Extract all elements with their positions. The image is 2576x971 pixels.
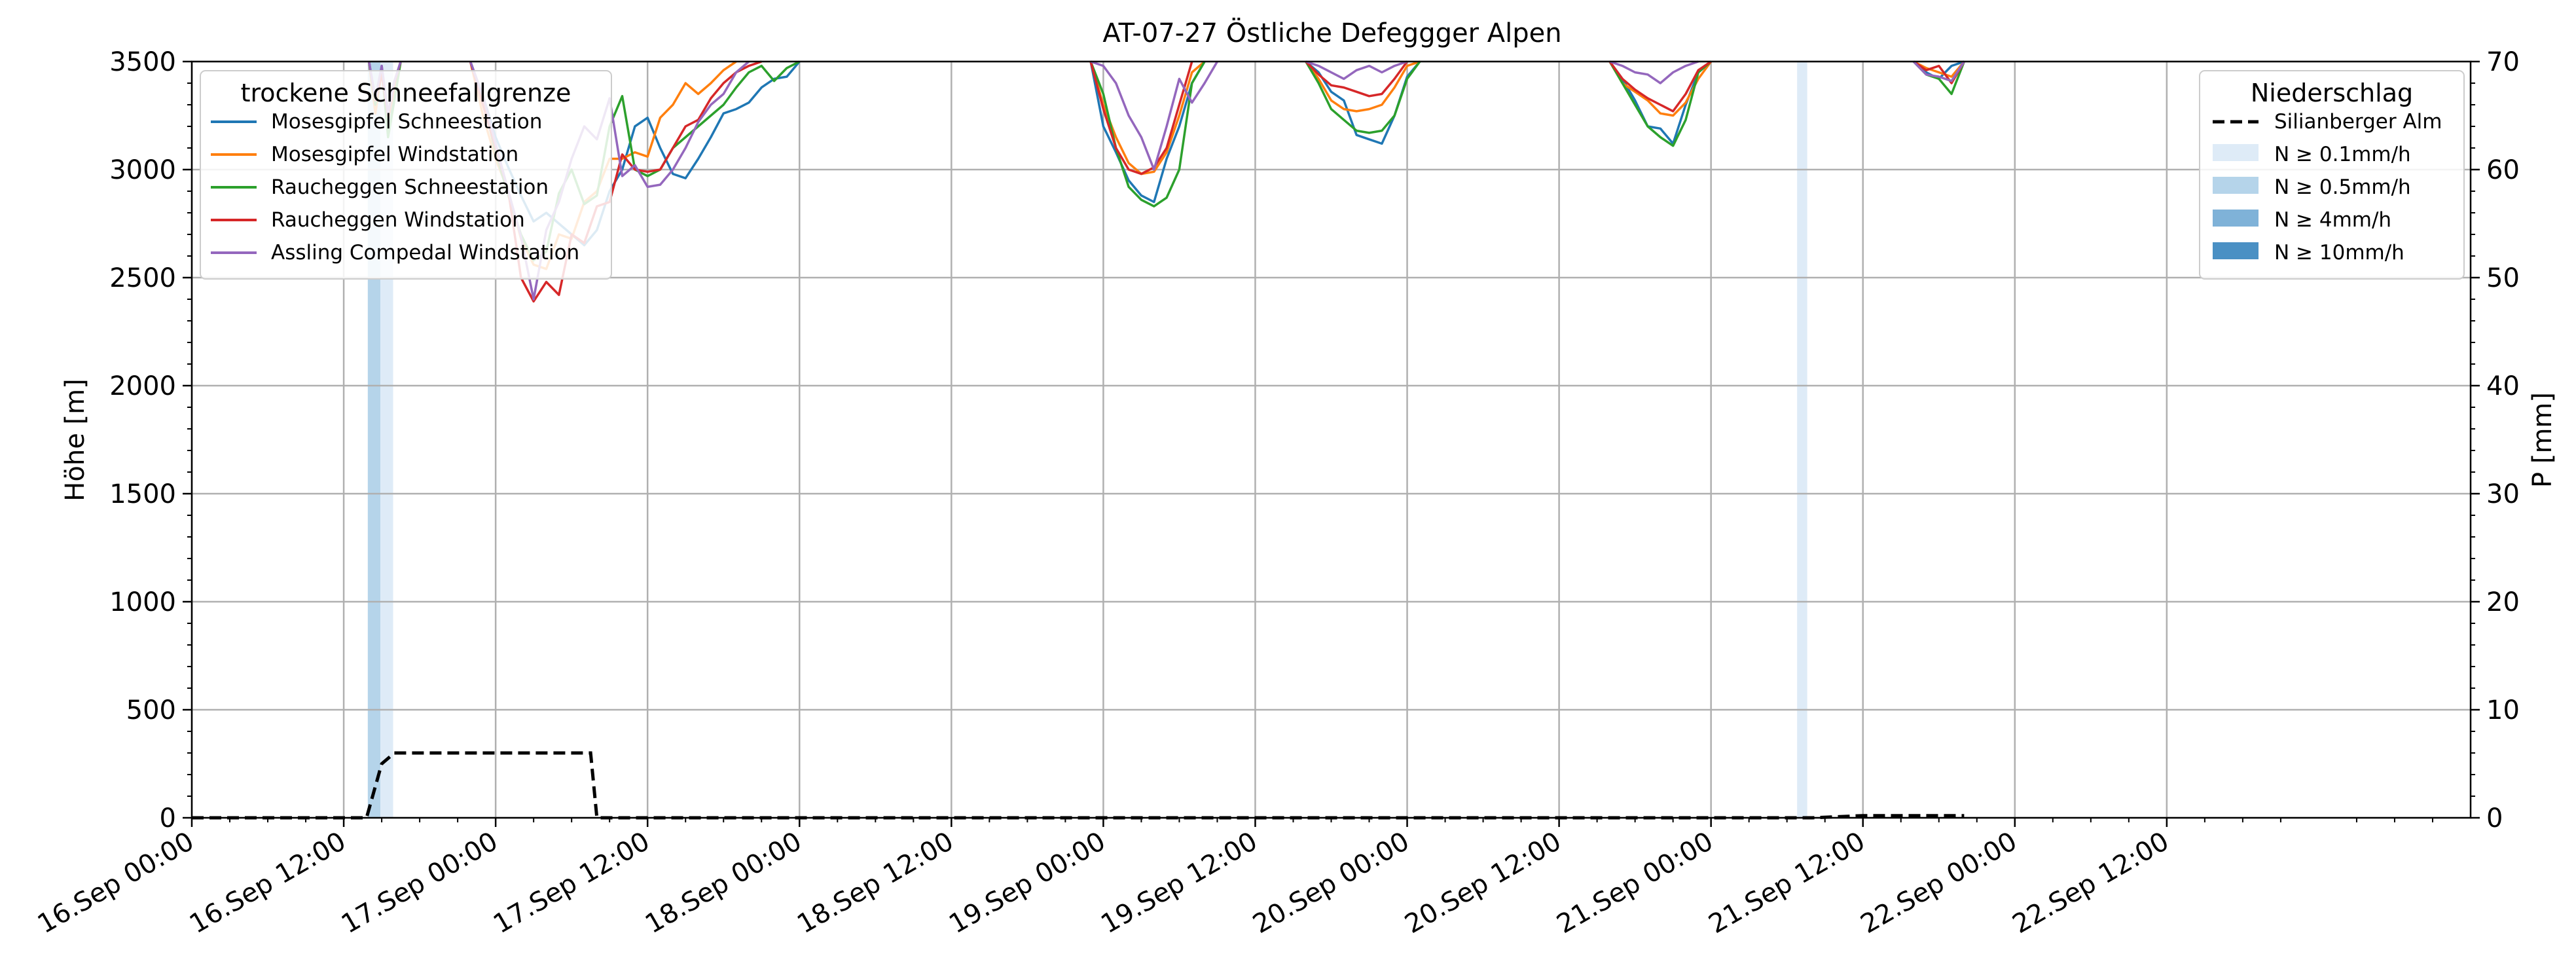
- y-tick-label: 1500: [109, 479, 176, 509]
- series-line-2-3: [1305, 60, 1421, 134]
- x-tick-label: 19.Sep 00:00: [944, 826, 1110, 940]
- legend-snowline-title: trockene Schneefallgrenze: [241, 79, 571, 107]
- legend-band-swatch: [2213, 144, 2259, 161]
- y-right-tick-label: 20: [2486, 587, 2520, 617]
- x-tick-label: 16.Sep 00:00: [33, 826, 199, 940]
- y-right-tick-label: 60: [2486, 155, 2520, 185]
- y-right-tick-label: 50: [2486, 263, 2520, 293]
- series-line-1-5: [1913, 60, 1965, 78]
- x-tick-label: 17.Sep 00:00: [336, 826, 503, 940]
- x-tick-label: 21.Sep 00:00: [1551, 826, 1718, 940]
- x-tick-label: 21.Sep 12:00: [1704, 826, 1870, 940]
- legend-band-label: N ≥ 0.5mm/h: [2274, 175, 2411, 199]
- series-line-2-4: [1608, 60, 1712, 147]
- x-tick-label: 18.Sep 00:00: [640, 826, 807, 940]
- series-line-4-3: [1305, 60, 1408, 81]
- precip-line: [192, 751, 1965, 820]
- chart-title: AT-07-27 Östliche Defeggger Alpen: [1102, 17, 1561, 48]
- legend-precip-box: [2199, 70, 2465, 280]
- legend-precip: Niederschlag Silianberger Alm N ≥ 0.1mm/h…: [2199, 70, 2465, 280]
- series-line-3-2: [1089, 61, 1193, 175]
- series-line-4-4: [1609, 60, 1699, 84]
- legend-band-label: N ≥ 10mm/h: [2274, 241, 2404, 265]
- series-line-0-2: [1089, 61, 1206, 204]
- x-tick-label: 16.Sep 12:00: [185, 826, 351, 940]
- legend-band-swatch: [2213, 242, 2259, 259]
- legend-label: Mosesgipfel Schneestation: [271, 110, 542, 134]
- legend-band-label: N ≥ 4mm/h: [2274, 208, 2391, 232]
- precip-band-2: [1797, 62, 1807, 818]
- y-tick-label: 2500: [109, 263, 176, 293]
- legend-band-swatch: [2213, 177, 2259, 194]
- legend-snowline: trockene Schneefallgrenze Mosesgipfel Sc…: [200, 70, 612, 280]
- y-right-tick-label: 0: [2486, 803, 2503, 834]
- y-tick-label: 2000: [109, 371, 176, 401]
- y-axis-label-left: Höhe [m]: [60, 378, 90, 501]
- y-right-tick-label: 70: [2486, 47, 2520, 77]
- series-line-4-5: [1912, 60, 1965, 82]
- precip-line-path: [192, 751, 1965, 820]
- x-tick-label: 17.Sep 12:00: [488, 826, 655, 940]
- y-right-tick-label: 10: [2486, 695, 2520, 725]
- series-line-3-3: [1305, 60, 1408, 98]
- x-tick-label: 18.Sep 12:00: [792, 826, 958, 940]
- series-line-3-4: [1608, 60, 1712, 113]
- y-right-tick-label: 40: [2486, 371, 2520, 401]
- legend-label: Raucheggen Windstation: [271, 208, 525, 232]
- y-right-tick-label: 30: [2486, 479, 2520, 509]
- legend-label: Raucheggen Schneestation: [271, 175, 549, 199]
- x-tick-label: 20.Sep 00:00: [1248, 826, 1414, 940]
- y-tick-label: 500: [126, 695, 176, 725]
- series-line-1-3: [1305, 60, 1421, 113]
- legend-band-swatch: [2213, 210, 2259, 227]
- series-line-4-2: [1090, 60, 1219, 171]
- legend-label-precip: Silianberger Alm: [2274, 110, 2442, 134]
- x-tick-label: 22.Sep 12:00: [2008, 826, 2174, 940]
- legend-precip-title: Niederschlag: [2251, 79, 2413, 107]
- series-line-2-2: [1089, 61, 1206, 208]
- y-tick-label: 1000: [109, 587, 176, 617]
- y-axis-label-right: P [mm]: [2528, 392, 2558, 488]
- legend-snowline-box: [200, 70, 612, 280]
- x-tick-label: 22.Sep 00:00: [1856, 826, 2022, 940]
- y-tick-label: 3000: [109, 155, 176, 185]
- legend-label: Mosesgipfel Windstation: [271, 143, 518, 166]
- legend-label: Assling Compedal Windstation: [271, 241, 579, 265]
- x-tick-label: 19.Sep 12:00: [1096, 826, 1262, 940]
- x-tick-label: 20.Sep 12:00: [1400, 826, 1566, 940]
- legend-band-label: N ≥ 0.1mm/h: [2274, 143, 2411, 166]
- y-tick-label: 0: [160, 803, 176, 834]
- y-tick-label: 3500: [109, 47, 176, 77]
